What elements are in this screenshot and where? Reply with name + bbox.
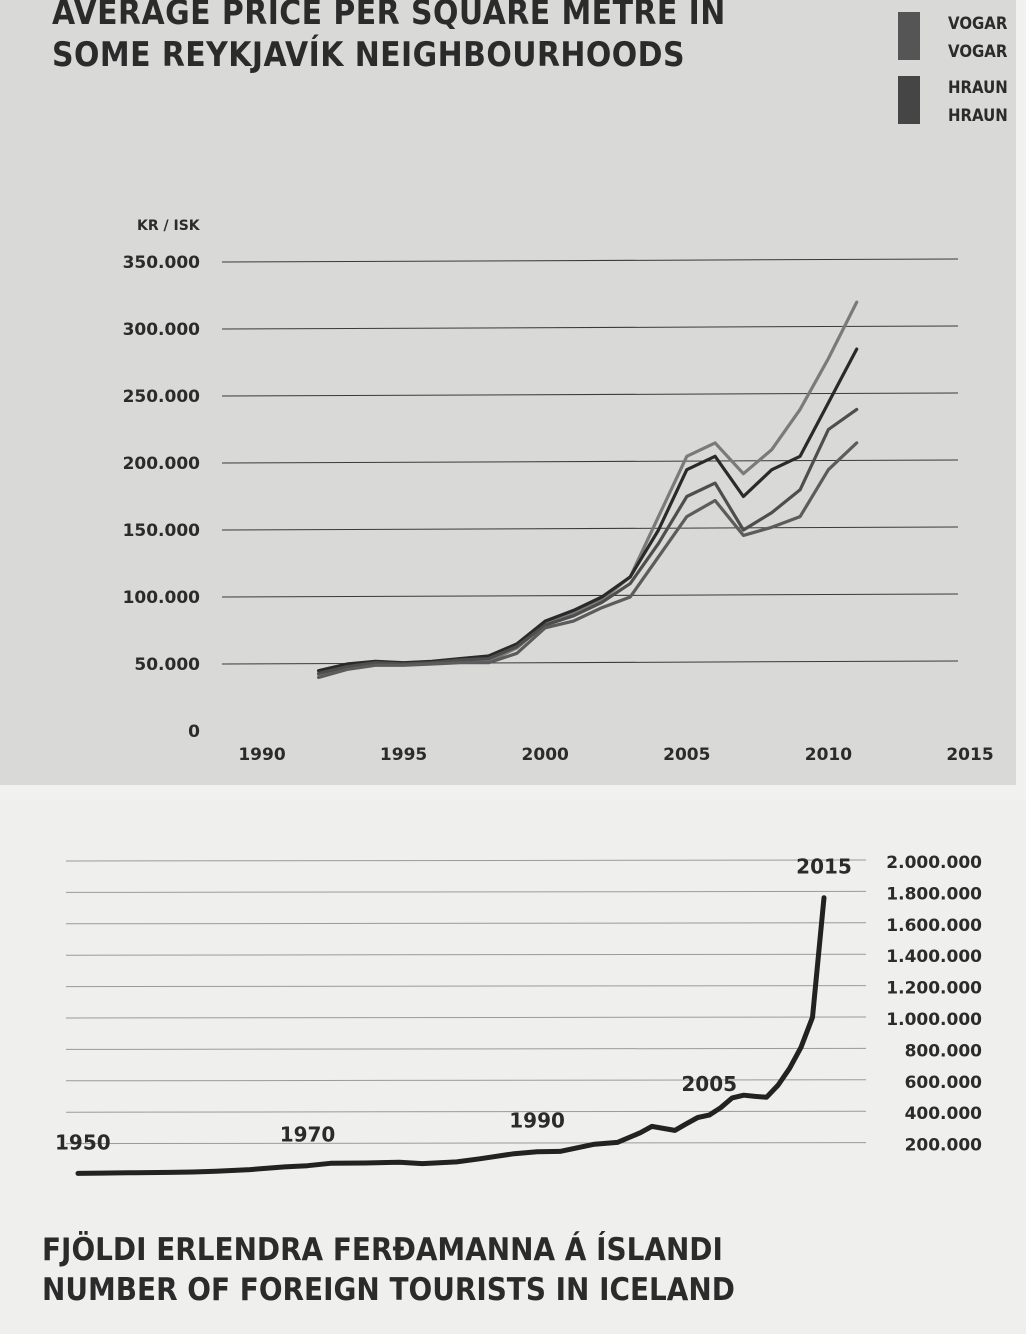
gridline bbox=[221, 325, 959, 330]
gridline bbox=[65, 922, 867, 925]
legend-label: VOGAR bbox=[948, 42, 1008, 62]
gridline bbox=[221, 593, 959, 598]
gridline bbox=[65, 1016, 867, 1019]
y-tick-label: 100.000 bbox=[123, 588, 201, 608]
gridline bbox=[65, 953, 867, 956]
x-tick-label: 2005 bbox=[663, 745, 710, 765]
tourists-series-line bbox=[75, 895, 827, 1176]
x-tick-label: 2000 bbox=[522, 745, 569, 765]
price-chart-legend: VOGAR VOGAR HRAUN HRAUN bbox=[898, 0, 1016, 140]
gridline bbox=[65, 1142, 867, 1145]
y-tick-label: 150.000 bbox=[123, 521, 201, 541]
y-tick-label: 250.000 bbox=[123, 387, 201, 407]
price-series-line bbox=[317, 441, 859, 680]
x-tick-label: 2015 bbox=[946, 745, 993, 765]
gridline bbox=[221, 392, 959, 397]
y-tick-label: 50.000 bbox=[134, 655, 200, 675]
x-tick-label: 2010 bbox=[805, 745, 852, 765]
y-tick-label: 300.000 bbox=[123, 320, 201, 340]
legend-item: VOGAR bbox=[898, 12, 1016, 60]
tourists-chart-title-line-1: FJÖLDI ERLENDRA FERÐAMANNA Á ÍSLANDI bbox=[42, 1232, 723, 1268]
y-tick-label: 600.000 bbox=[905, 1073, 983, 1093]
year-annotation: 2015 bbox=[796, 855, 852, 879]
year-annotation: 1970 bbox=[280, 1123, 336, 1147]
tourists-chart-title: FJÖLDI ERLENDRA FERÐAMANNA Á ÍSLANDI NUM… bbox=[42, 1230, 735, 1310]
price-chart-title-line-1: AVERAGE PRICE PER SQUARE METRE IN bbox=[52, 0, 726, 33]
y-tick-label: 200.000 bbox=[123, 454, 201, 474]
gridline bbox=[65, 1079, 867, 1082]
legend-swatch bbox=[898, 76, 920, 124]
price-chart-title: AVERAGE PRICE PER SQUARE METRE IN SOME R… bbox=[52, 0, 726, 76]
y-tick-label: 0 bbox=[188, 722, 200, 742]
y-axis-unit-label: KR / ISK bbox=[137, 218, 201, 234]
y-tick-label: 2.000.000 bbox=[886, 853, 982, 873]
legend-label: HRAUN bbox=[948, 78, 1008, 98]
gridline bbox=[65, 859, 867, 862]
year-annotation: 2005 bbox=[681, 1072, 737, 1096]
legend-swatch bbox=[898, 12, 920, 60]
legend-item: VOGAR bbox=[898, 40, 1016, 64]
y-tick-label: 800.000 bbox=[905, 1041, 983, 1061]
y-tick-label: 400.000 bbox=[905, 1104, 983, 1124]
y-tick-label: 350.000 bbox=[123, 253, 201, 273]
price-series-line bbox=[317, 300, 859, 677]
y-tick-label: 200.000 bbox=[905, 1136, 983, 1156]
legend-label: HRAUN bbox=[948, 106, 1008, 126]
price-chart-panel: AVERAGE PRICE PER SQUARE METRE IN SOME R… bbox=[0, 0, 1016, 785]
legend-label: VOGAR bbox=[948, 14, 1008, 34]
gridline bbox=[221, 660, 959, 665]
x-tick-label: 1995 bbox=[380, 745, 427, 765]
legend-item: HRAUN bbox=[898, 104, 1016, 128]
tourists-chart-panel: 200.000 400.000 600.000 800.000 1.000.000 1.2… bbox=[0, 800, 1026, 1334]
year-annotation: 1990 bbox=[509, 1109, 565, 1133]
gridline bbox=[221, 526, 959, 531]
gridline bbox=[65, 890, 867, 893]
y-tick-label: 1.600.000 bbox=[886, 916, 982, 936]
legend-item: HRAUN bbox=[898, 76, 1016, 124]
price-chart-svg: KR / ISK 0 50.000 100.000 150.000 200.000 250… bbox=[123, 218, 994, 765]
gridline bbox=[65, 1047, 867, 1050]
x-tick-label: 1990 bbox=[238, 745, 285, 765]
y-tick-label: 1.000.000 bbox=[886, 1010, 982, 1030]
gridline bbox=[221, 258, 959, 263]
gridline bbox=[221, 459, 959, 464]
tourists-chart-title-line-2: NUMBER OF FOREIGN TOURISTS IN ICELAND bbox=[42, 1272, 735, 1308]
year-annotation: 1950 bbox=[55, 1130, 111, 1154]
y-tick-label: 1.800.000 bbox=[886, 884, 982, 904]
price-chart-title-line-2: SOME REYKJAVÍK NEIGHBOURHOODS bbox=[52, 35, 685, 75]
gridline bbox=[65, 985, 867, 988]
gridline bbox=[65, 1110, 867, 1113]
y-tick-label: 1.200.000 bbox=[886, 979, 982, 999]
y-tick-label: 1.400.000 bbox=[886, 947, 982, 967]
tourists-chart-svg: 200.000 400.000 600.000 800.000 1.000.000 1.2… bbox=[55, 853, 983, 1176]
price-series-line bbox=[317, 407, 859, 676]
